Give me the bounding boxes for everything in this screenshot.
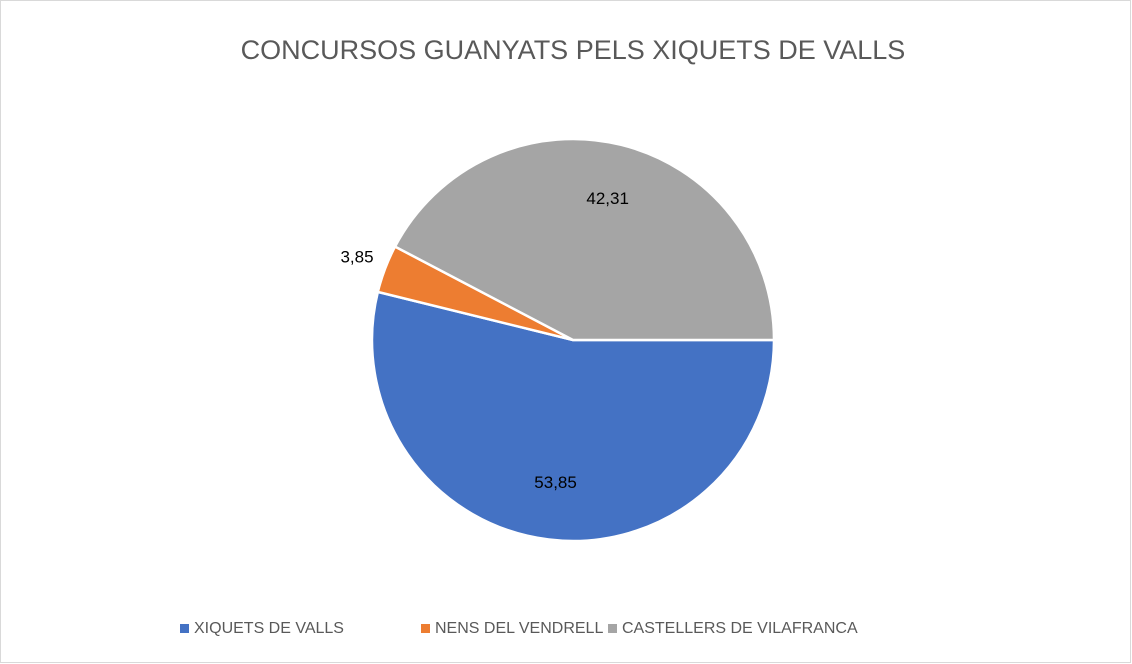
- pie-slice: [393, 137, 776, 342]
- legend-swatch: [608, 624, 617, 633]
- data-label: 42,31: [586, 189, 629, 208]
- data-label: 3,85: [340, 248, 373, 267]
- data-label: 53,85: [534, 473, 577, 492]
- pie-slice: [370, 290, 776, 543]
- legend-swatch: [180, 624, 189, 633]
- legend-label: NENS DEL VENDRELL: [435, 620, 603, 637]
- chart-title: CONCURSOS GUANYATS PELS XIQUETS DE VALLS: [241, 35, 906, 65]
- legend-swatch: [421, 624, 430, 633]
- legend-label: CASTELLERS DE VILAFRANCA: [622, 620, 858, 637]
- legend-label: XIQUETS DE VALLS: [194, 620, 344, 637]
